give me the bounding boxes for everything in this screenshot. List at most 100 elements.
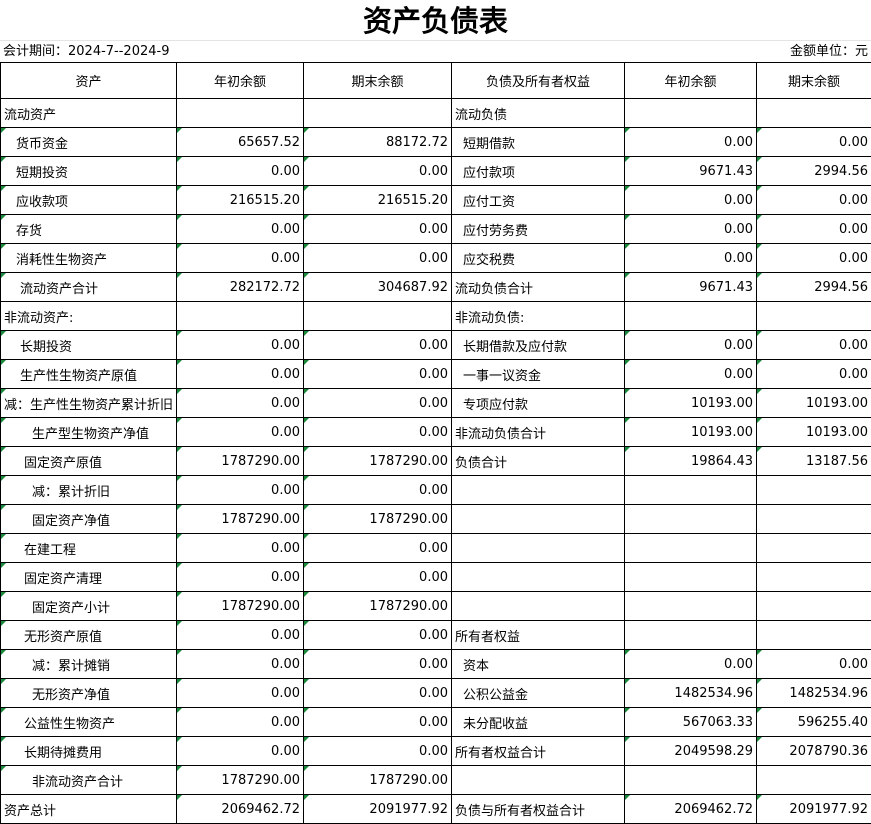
item-label: 应交税费 [451,243,625,273]
header-cell: 资产 [0,62,177,99]
table-row: 消耗性生物资产 0.00 0.00 应交税费 0.00 0.00 [0,243,871,273]
amount: 0.00 [624,127,757,157]
item-label: 短期投资 [0,156,177,186]
table-row: 无形资产原值 0.00 0.00 所有者权益 [0,620,871,650]
item-label: 应付工资 [451,185,625,215]
amount: 1482534.96 [624,678,757,708]
amount [624,591,757,621]
table-row: 短期投资 0.00 0.00 应付款项 9671.43 2994.56 [0,156,871,186]
amount: 0.00 [303,707,452,737]
table-row: 货币资金 65657.52 88172.72 短期借款 0.00 0.00 [0,127,871,157]
item-label: 非流动负债合计 [451,417,625,447]
amount: 13187.56 [756,446,871,476]
item-label: 流动资产 [0,98,177,128]
item-label: 资本 [451,649,625,679]
table-row: 应收款项 216515.20 216515.20 应付工资 0.00 0.00 [0,185,871,215]
item-label: 负债与所有者权益合计 [451,794,625,824]
header-cell: 期末余额 [756,62,871,99]
amount [756,591,871,621]
item-label: 无形资产净值 [0,678,177,708]
amount: 2078790.36 [756,736,871,766]
table-row: 固定资产清理 0.00 0.00 [0,562,871,592]
amount: 0.00 [303,562,452,592]
amount: 0.00 [176,243,304,273]
amount [176,98,304,128]
amount: 0.00 [756,359,871,389]
amount: 304687.92 [303,272,452,302]
amount: 0.00 [303,417,452,447]
item-label: 存货 [0,214,177,244]
amount: 216515.20 [303,185,452,215]
amount: 88172.72 [303,127,452,157]
amount: 282172.72 [176,272,304,302]
amount: 1787290.00 [176,504,304,534]
item-label: 公积公益金 [451,678,625,708]
table-row: 资产总计 2069462.72 2091977.92 负债与所有者权益合计 206946… [0,794,871,824]
amount [756,475,871,505]
table-row: 长期投资 0.00 0.00 长期借款及应付款 0.00 0.00 [0,330,871,360]
amount [624,98,757,128]
table-row: 减：累计折旧 0.00 0.00 [0,475,871,505]
item-label: 固定资产原值 [0,446,177,476]
table-row: 公益性生物资产 0.00 0.00 未分配收益 567063.33 596255.40 [0,707,871,737]
info-row: 会计期间：2024-7--2024-9 金额单位：元 [0,41,871,62]
amount: 0.00 [176,359,304,389]
item-label: 流动负债 [451,98,625,128]
item-label [451,504,625,534]
item-label: 所有者权益 [451,620,625,650]
item-label: 负债合计 [451,446,625,476]
header-cell: 期末余额 [303,62,452,99]
amount: 2994.56 [756,272,871,302]
header-cell: 年初余额 [176,62,304,99]
amount [756,98,871,128]
item-label: 非流动资产: [0,301,177,331]
amount [176,301,304,331]
amount [624,562,757,592]
amount: 1482534.96 [756,678,871,708]
amount: 0.00 [303,475,452,505]
amount: 1787290.00 [176,446,304,476]
item-label [451,765,625,795]
amount: 0.00 [176,388,304,418]
item-label [451,533,625,563]
item-label: 长期借款及应付款 [451,330,625,360]
item-label: 资产总计 [0,794,177,824]
amount: 0.00 [176,330,304,360]
table-row: 存货 0.00 0.00 应付劳务费 0.00 0.00 [0,214,871,244]
item-label: 固定资产清理 [0,562,177,592]
amount: 0.00 [176,417,304,447]
header-cell: 负债及所有者权益 [451,62,625,99]
item-label: 应收款项 [0,185,177,215]
amount: 0.00 [303,359,452,389]
item-label [451,562,625,592]
amount: 567063.33 [624,707,757,737]
amount [756,533,871,563]
item-label: 消耗性生物资产 [0,243,177,273]
item-label [451,591,625,621]
item-label: 生产型生物资产净值 [0,417,177,447]
amount: 216515.20 [176,185,304,215]
amount: 0.00 [176,214,304,244]
table-row: 减：累计摊销 0.00 0.00 资本 0.00 0.00 [0,649,871,679]
amount: 0.00 [303,388,452,418]
item-label: 生产性生物资产原值 [0,359,177,389]
amount: 1787290.00 [176,591,304,621]
amount: 1787290.00 [176,765,304,795]
amount: 10193.00 [624,388,757,418]
item-label: 减：累计折旧 [0,475,177,505]
amount: 0.00 [176,156,304,186]
item-label: 流动负债合计 [451,272,625,302]
amount: 0.00 [303,214,452,244]
amount: 2994.56 [756,156,871,186]
item-label: 固定资产小计 [0,591,177,621]
item-label: 应付劳务费 [451,214,625,244]
amount: 10193.00 [624,417,757,447]
item-label: 长期待摊费用 [0,736,177,766]
amount [756,765,871,795]
amount: 0.00 [624,185,757,215]
amount: 0.00 [303,678,452,708]
table-row: 非流动资产合计 1787290.00 1787290.00 [0,765,871,795]
table-row: 生产型生物资产净值 0.00 0.00 非流动负债合计 10193.00 10193.00 [0,417,871,447]
amount: 0.00 [176,475,304,505]
